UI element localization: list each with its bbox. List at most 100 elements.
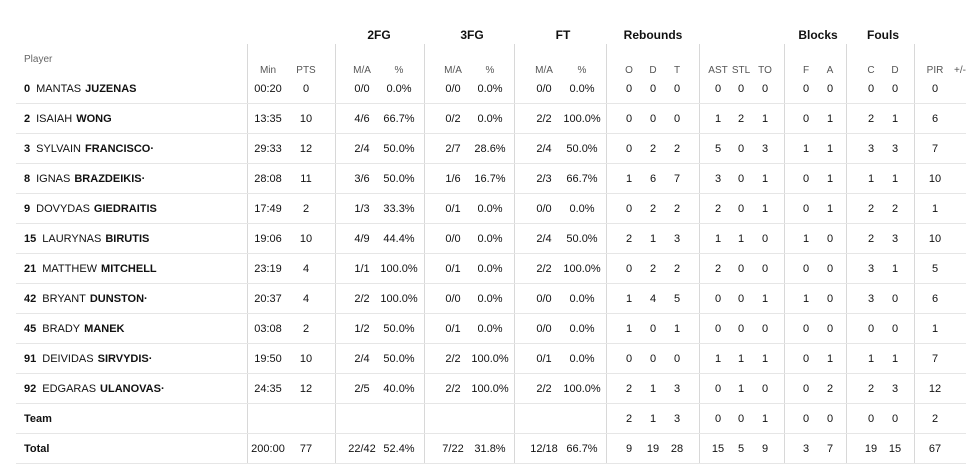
player-name[interactable]: 0 MANTAS JUZENAS — [24, 74, 137, 104]
player-name[interactable]: 9 DOVYDAS GIEDRAITIS — [24, 194, 157, 224]
stat-cell: 1 — [931, 203, 939, 215]
player-first-name: MATTHEW — [42, 263, 98, 275]
stat-cell: 50.0% — [383, 173, 415, 185]
stat-cell: 100.0% — [471, 383, 509, 395]
column-header: C — [867, 65, 875, 76]
stat-cell: 0 — [761, 263, 769, 275]
stat-cell: 0/0 — [536, 323, 552, 335]
stat-cell: 0.0% — [477, 83, 503, 95]
row-divider — [16, 373, 966, 374]
row-divider — [16, 343, 966, 344]
stat-cell: 0 — [826, 263, 834, 275]
stat-cell: 2/4 — [536, 143, 552, 155]
player-name[interactable]: 45 BRADY MANEK — [24, 314, 125, 344]
stat-cell: 1 — [826, 173, 834, 185]
stat-cell: 3 — [867, 143, 875, 155]
stat-cell: 3 — [673, 383, 681, 395]
player-number: 9 — [24, 203, 31, 215]
stat-cell: 1 — [761, 293, 769, 305]
stat-cell: 66.7% — [566, 173, 598, 185]
group-header: 3FG — [460, 28, 484, 42]
row-divider — [16, 283, 966, 284]
group-header: 2FG — [367, 28, 391, 42]
stat-cell: 19 — [864, 443, 878, 455]
stat-cell: 2/5 — [354, 383, 370, 395]
stat-cell: 23:19 — [254, 263, 282, 275]
stat-cell: 11 — [300, 173, 312, 185]
table-row: 3 SYLVAIN FRANCISCO· 29:33 12 2/4 50.0% 2/7 28.6… — [0, 134, 968, 164]
stat-cell: 0/2 — [445, 113, 461, 125]
table-row: Total 200:00 77 22/42 52.4% 7/22 31.8% 12/18 66.… — [0, 434, 968, 464]
stat-cell: 0 — [826, 233, 834, 245]
stat-cell: 1/3 — [354, 203, 370, 215]
column-header: O — [625, 65, 633, 76]
stat-cell: 19:06 — [254, 233, 282, 245]
stat-cell: 24:35 — [254, 383, 282, 395]
stat-cell: 100.0% — [380, 293, 418, 305]
stat-cell: 0.0% — [569, 293, 595, 305]
stat-cell: 100.0% — [380, 263, 418, 275]
stat-cell: 2 — [649, 203, 657, 215]
player-name[interactable]: 8 IGNAS BRAZDEIKIS· — [24, 164, 145, 194]
table-row: 21 MATTHEW MITCHELL 23:19 4 1/1 100.0% 0/1 0.0% 2… — [0, 254, 968, 284]
table-row: 15 LAURYNAS BIRUTIS 19:06 10 4/9 44.4% 0/0 0.0% 2… — [0, 224, 968, 254]
stat-cell: 0 — [737, 263, 745, 275]
player-number: 42 — [24, 293, 37, 305]
player-name[interactable]: Total — [24, 434, 49, 464]
player-name[interactable]: 3 SYLVAIN FRANCISCO· — [24, 134, 154, 164]
stat-cell: 0 — [867, 83, 875, 95]
player-name[interactable]: 92 EDGARAS ULANOVAS· — [24, 374, 165, 404]
stat-cell: 0 — [802, 113, 810, 125]
stat-cell: 2 — [714, 263, 722, 275]
player-number: 45 — [24, 323, 37, 335]
player-name[interactable]: Team — [24, 404, 52, 434]
stat-cell: 3 — [761, 143, 769, 155]
stat-cell: 100.0% — [563, 113, 601, 125]
table-row: 45 BRADY MANEK 03:08 2 1/2 50.0% 0/1 0.0% 0/0 0.0%… — [0, 314, 968, 344]
stat-cell: 2 — [673, 263, 681, 275]
row-divider — [16, 433, 966, 434]
player-number: 0 — [24, 83, 31, 95]
stat-cell: 0/0 — [445, 293, 461, 305]
column-header: TO — [758, 65, 772, 76]
stat-cell: 0 — [931, 83, 939, 95]
column-header: % — [394, 65, 404, 76]
column-header: D — [649, 65, 657, 76]
stat-cell: 1 — [802, 233, 810, 245]
stat-cell: 0.0% — [477, 293, 503, 305]
stat-cell: 1/6 — [445, 173, 461, 185]
stat-cell: 0 — [714, 413, 722, 425]
stat-cell: 0/0 — [445, 83, 461, 95]
stat-cell: 0/0 — [536, 203, 552, 215]
stat-cell: 1 — [761, 413, 769, 425]
stat-cell: 1/2 — [354, 323, 370, 335]
column-divider — [846, 44, 847, 464]
stat-cell: 3 — [891, 233, 899, 245]
stat-cell: 0 — [867, 413, 875, 425]
stat-cell: 12 — [299, 383, 313, 395]
stat-cell: 0 — [714, 83, 722, 95]
player-name[interactable]: 2 ISAIAH WONG — [24, 104, 112, 134]
player-name[interactable]: 15 LAURYNAS BIRUTIS — [24, 224, 149, 254]
stat-cell: 0 — [761, 383, 769, 395]
column-header: M/A — [353, 65, 371, 76]
stat-cell: 2 — [625, 413, 633, 425]
row-divider — [16, 253, 966, 254]
stat-cell: 0 — [673, 113, 681, 125]
stat-cell: 2 — [625, 383, 633, 395]
stat-cell: 0.0% — [569, 83, 595, 95]
player-name[interactable]: 21 MATTHEW MITCHELL — [24, 254, 157, 284]
player-name[interactable]: 42 BRYANT DUNSTON· — [24, 284, 148, 314]
stat-cell: 1 — [867, 353, 875, 365]
column-header: A — [826, 65, 834, 76]
stat-cell: 2/4 — [354, 143, 370, 155]
stat-cell: 2/3 — [536, 173, 552, 185]
stat-cell: 0 — [714, 323, 722, 335]
column-divider — [424, 44, 425, 464]
player-column-header: Player — [24, 54, 53, 65]
stat-cell: 0 — [737, 323, 745, 335]
stat-cell: 0 — [761, 83, 769, 95]
player-name[interactable]: 91 DEIVIDAS SIRVYDIS· — [24, 344, 152, 374]
stat-cell: 0/1 — [445, 203, 461, 215]
stat-cell: 3 — [867, 263, 875, 275]
